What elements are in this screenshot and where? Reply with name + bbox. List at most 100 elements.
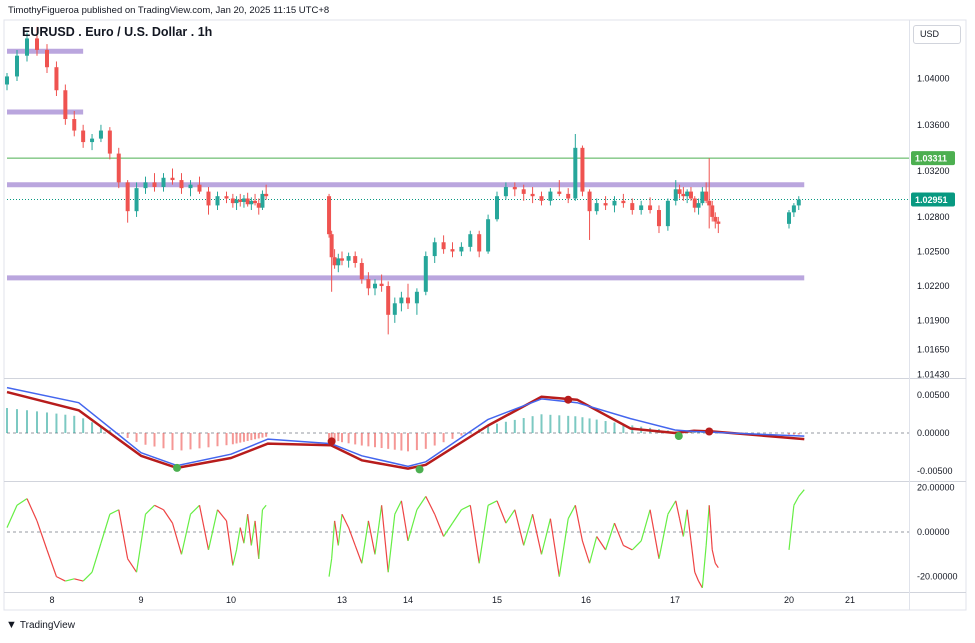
candle-body[interactable] bbox=[366, 279, 371, 289]
candle-body[interactable] bbox=[215, 196, 220, 206]
candle-body[interactable] bbox=[423, 256, 428, 292]
candle-body[interactable] bbox=[477, 234, 482, 252]
candle-body[interactable] bbox=[188, 184, 193, 189]
candle-body[interactable] bbox=[594, 203, 599, 212]
candle-body[interactable] bbox=[63, 90, 68, 120]
candle-body[interactable] bbox=[539, 196, 544, 201]
candle-body[interactable] bbox=[704, 191, 709, 201]
candle-body[interactable] bbox=[414, 291, 419, 304]
candle-body[interactable] bbox=[90, 138, 95, 143]
candle-body[interactable] bbox=[25, 38, 29, 56]
candle-body[interactable] bbox=[170, 177, 175, 181]
candle-body[interactable] bbox=[530, 193, 535, 197]
candle-body[interactable] bbox=[548, 191, 553, 201]
candle-body[interactable] bbox=[713, 216, 718, 222]
candle-body[interactable] bbox=[566, 193, 571, 199]
candle-body[interactable] bbox=[432, 242, 437, 257]
candle-body[interactable] bbox=[392, 303, 397, 315]
candle-body[interactable] bbox=[696, 203, 701, 208]
candle-body[interactable] bbox=[54, 67, 59, 91]
candle-body[interactable] bbox=[329, 234, 334, 258]
candle-body[interactable] bbox=[260, 193, 265, 208]
candle-body[interactable] bbox=[716, 221, 721, 224]
candle-body[interactable] bbox=[639, 205, 644, 211]
candle-body[interactable] bbox=[264, 193, 269, 197]
candle-body[interactable] bbox=[692, 198, 697, 208]
candle-body[interactable] bbox=[353, 256, 358, 263]
candle-body[interactable] bbox=[700, 191, 705, 204]
candle-body[interactable] bbox=[336, 258, 341, 266]
candle-body[interactable] bbox=[648, 205, 653, 211]
candle-body[interactable] bbox=[72, 119, 77, 131]
candle-body[interactable] bbox=[587, 191, 592, 212]
tradingview-brand[interactable]: ▼ TradingView bbox=[6, 619, 75, 631]
candle-body[interactable] bbox=[206, 191, 211, 206]
candle-body[interactable] bbox=[710, 205, 715, 217]
candle-body[interactable] bbox=[359, 262, 364, 280]
candle-body[interactable] bbox=[557, 191, 562, 194]
candle-body[interactable] bbox=[179, 180, 184, 189]
candle-body[interactable] bbox=[346, 256, 351, 261]
candle-body[interactable] bbox=[681, 193, 686, 197]
candle-body[interactable] bbox=[450, 249, 455, 252]
candle-body[interactable] bbox=[665, 200, 670, 227]
candle-body[interactable] bbox=[573, 147, 578, 199]
candle-body[interactable] bbox=[5, 76, 9, 85]
candle-body[interactable] bbox=[116, 153, 121, 183]
candle-body[interactable] bbox=[685, 191, 690, 197]
candle-body[interactable] bbox=[327, 196, 332, 235]
candle-body[interactable] bbox=[253, 200, 258, 204]
candle-body[interactable] bbox=[621, 200, 626, 204]
candle-body[interactable] bbox=[630, 203, 635, 211]
candle-body[interactable] bbox=[134, 188, 139, 212]
candle-body[interactable] bbox=[503, 186, 508, 197]
candle-body[interactable] bbox=[143, 182, 148, 189]
candle-body[interactable] bbox=[468, 234, 473, 247]
candle-body[interactable] bbox=[224, 196, 229, 199]
candle-body[interactable] bbox=[98, 130, 103, 139]
candle-body[interactable] bbox=[197, 184, 202, 192]
candle-body[interactable] bbox=[238, 199, 243, 202]
candle-body[interactable] bbox=[580, 147, 585, 192]
candle-body[interactable] bbox=[81, 130, 86, 143]
candle-body[interactable] bbox=[495, 196, 499, 220]
candle-body[interactable] bbox=[707, 200, 712, 206]
candle-body[interactable] bbox=[688, 191, 693, 199]
candle-body[interactable] bbox=[796, 199, 801, 206]
candle-body[interactable] bbox=[787, 212, 791, 224]
candle-body[interactable] bbox=[521, 189, 526, 194]
candle-body[interactable] bbox=[603, 203, 608, 206]
candle-body[interactable] bbox=[406, 297, 410, 304]
currency-selector[interactable]: USD bbox=[913, 25, 961, 44]
candle-body[interactable] bbox=[791, 205, 796, 213]
candle-body[interactable] bbox=[386, 286, 391, 315]
candle-body[interactable] bbox=[152, 182, 157, 187]
candle-body[interactable] bbox=[677, 189, 682, 194]
candle-body[interactable] bbox=[161, 177, 166, 187]
candle-body[interactable] bbox=[107, 130, 112, 154]
candle-body[interactable] bbox=[512, 186, 517, 190]
candle-body[interactable] bbox=[35, 38, 39, 50]
candle-body[interactable] bbox=[245, 198, 250, 205]
candle-body[interactable] bbox=[441, 242, 446, 250]
candle-body[interactable] bbox=[249, 200, 254, 205]
candle-body[interactable] bbox=[15, 55, 19, 77]
macd-cross-marker bbox=[415, 465, 424, 474]
candle-body[interactable] bbox=[656, 210, 661, 227]
candle-body[interactable] bbox=[45, 49, 49, 68]
candle-body[interactable] bbox=[673, 189, 678, 201]
candle-body[interactable] bbox=[379, 283, 384, 287]
candle-body[interactable] bbox=[340, 258, 344, 261]
candle-body[interactable] bbox=[399, 297, 404, 304]
candle-body[interactable] bbox=[612, 200, 617, 206]
candle-body[interactable] bbox=[241, 198, 246, 202]
candle-body[interactable] bbox=[332, 257, 337, 266]
candle-body[interactable] bbox=[373, 283, 377, 289]
candle-body[interactable] bbox=[486, 219, 491, 252]
candle-body[interactable] bbox=[459, 246, 464, 252]
candle-body[interactable] bbox=[125, 182, 130, 212]
candle-body[interactable] bbox=[256, 203, 261, 208]
candle-body[interactable] bbox=[230, 198, 235, 204]
candle-body[interactable] bbox=[234, 199, 239, 204]
